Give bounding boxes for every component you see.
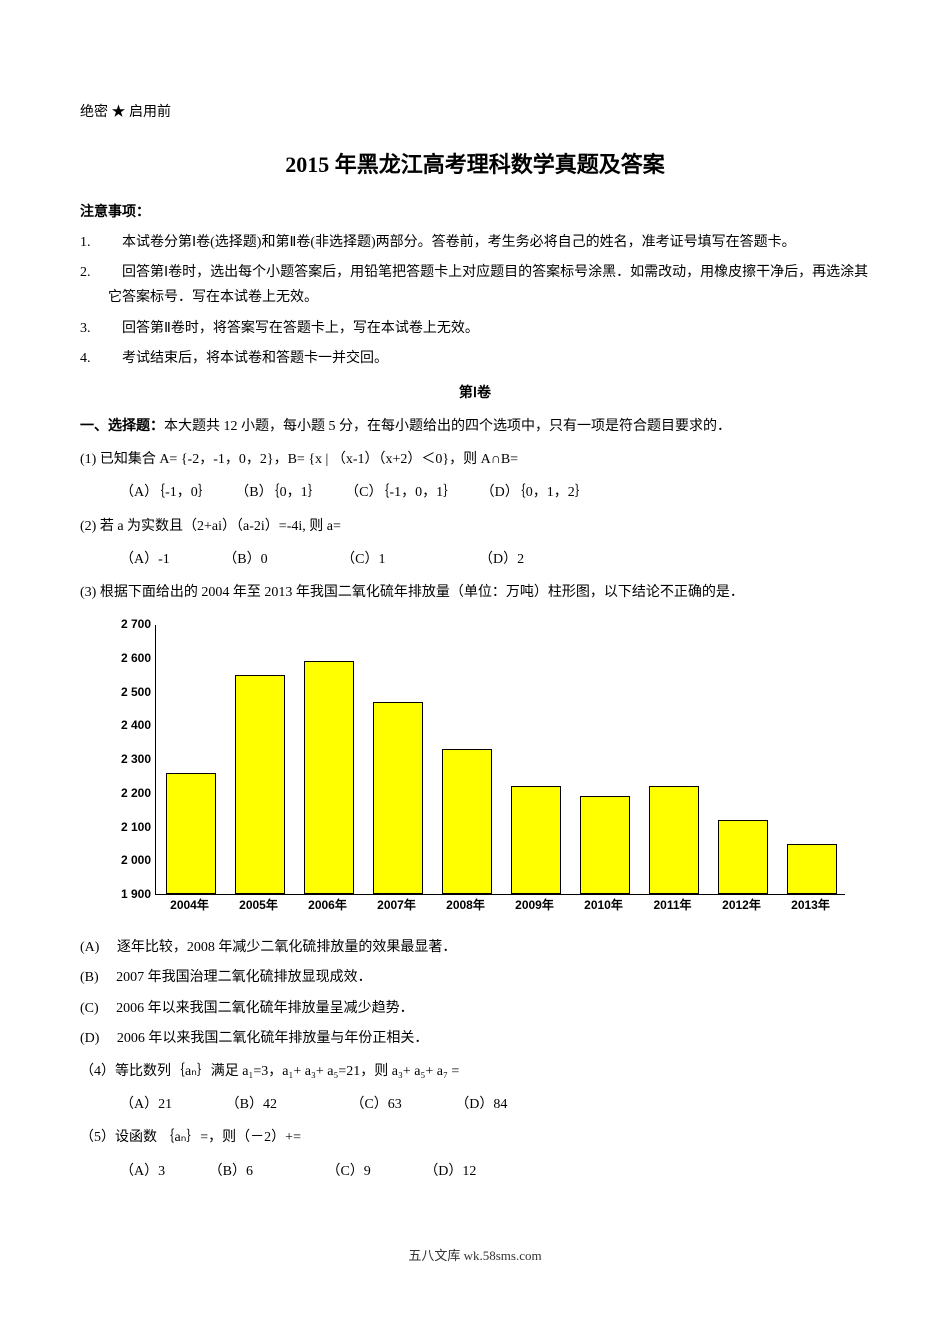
y-tick-label: 2 200 (106, 783, 151, 805)
x-tick-label: 2012年 (722, 895, 761, 917)
bar (718, 820, 768, 894)
question-2: (2) 若 a 为实数且（2+ai）（a-2i）=-4i, 则 a= (80, 514, 870, 539)
q4-opt-d: （D）84 (455, 1092, 507, 1117)
x-tick-label: 2006年 (308, 895, 347, 917)
notice-heading: 注意事项： (80, 200, 870, 225)
y-tick-label: 2 500 (106, 682, 151, 704)
question-5: （5）设函数 ｛aₙ｝=，则（－2）+= (80, 1125, 870, 1150)
q3-opt-b: (B) 2007 年我国治理二氧化硫排放显现成效． (80, 965, 870, 990)
bar (166, 773, 216, 895)
bar (580, 796, 630, 894)
q5-opt-d: （D）12 (424, 1159, 476, 1184)
x-tick-label: 2010年 (584, 895, 623, 917)
y-tick-label: 2 300 (106, 749, 151, 771)
chart-x-labels: 2004年 2005年 2006年 2007年 2008年 2009年 2010年 2011年… (155, 895, 845, 915)
bar (649, 786, 699, 894)
y-tick-label: 2 400 (106, 716, 151, 738)
q5-opt-c: （C）9 (326, 1159, 370, 1184)
x-tick-label: 2009年 (515, 895, 554, 917)
instruction-item: 4. 考试结束后，将本试卷和答题卡一并交回。 (80, 346, 870, 371)
question-4-options: （A）21 （B）42 （C）63 （D）84 (120, 1092, 870, 1117)
q2-opt-d: （D）2 (479, 547, 524, 572)
y-tick-label: 2 600 (106, 648, 151, 670)
q1-opt-a: （A）｛-1，0｝ (120, 480, 212, 505)
confidential-header: 绝密 ★ 启用前 (80, 100, 870, 125)
section-1-label: 一、选择题：本大题共 12 小题，每小题 5 分，在每小题给出的四个选项中，只有… (80, 414, 870, 439)
question-1-options: （A）｛-1，0｝ （B）｛0，1｝ （C）｛-1，0，1｝ （D）｛0，1，2… (120, 480, 870, 505)
q4-opt-b: （B）42 (226, 1092, 277, 1117)
bar (235, 675, 285, 894)
question-4: （4）等比数列｛aₙ｝满足 a₁=3，a₁+ a₃+ a₅=21，则 a₃+ a… (80, 1059, 870, 1084)
q4-opt-c: （C）63 (350, 1092, 401, 1117)
x-tick-label: 2005年 (239, 895, 278, 917)
instruction-item: 1. 本试卷分第Ⅰ卷(选择题)和第Ⅱ卷(非选择题)两部分。答卷前，考生务必将自己… (80, 230, 870, 255)
x-tick-label: 2007年 (377, 895, 416, 917)
question-5-options: （A）3 （B）6 （C）9 （D）12 (120, 1159, 870, 1184)
y-tick-label: 2 100 (106, 817, 151, 839)
bar (373, 702, 423, 894)
q1-opt-d: （D）｛0，1，2｝ (481, 480, 589, 505)
bar (787, 844, 837, 895)
instructions-list: 1. 本试卷分第Ⅰ卷(选择题)和第Ⅱ卷(非选择题)两部分。答卷前，考生务必将自己… (80, 230, 870, 371)
so2-bar-chart: 1 900 2 000 2 100 2 200 2 300 2 400 2 500 2 600… (100, 625, 850, 915)
bar (442, 749, 492, 894)
q3-opt-d: (D) 2006 年以来我国二氧化硫年排放量与年份正相关． (80, 1026, 870, 1051)
q4-opt-a: （A）21 (120, 1092, 172, 1117)
y-tick-label: 2 000 (106, 851, 151, 873)
bar (304, 661, 354, 894)
section-1-rest: 本大题共 12 小题，每小题 5 分，在每小题给出的四个选项中，只有一项是符合题… (164, 419, 731, 434)
chart-plot-area: 1 9002 0002 1002 2002 3002 4002 5002 600… (155, 625, 845, 895)
question-3: (3) 根据下面给出的 2004 年至 2013 年我国二氧化硫年排放量（单位：… (80, 580, 870, 605)
x-tick-label: 2008年 (446, 895, 485, 917)
question-2-options: （A）-1 （B）0 （C）1 （D）2 (120, 547, 870, 572)
question-1: (1) 已知集合 A= {-2，-1，0，2}，B= {x | （x-1）（x+… (80, 447, 870, 472)
instruction-item: 2. 回答第Ⅰ卷时，选出每个小题答案后，用铅笔把答题卡上对应题目的答案标号涂黑．… (80, 260, 870, 310)
q3-opt-a: (A) 逐年比较，2008 年减少二氧化硫排放量的效果最显著． (80, 935, 870, 960)
part-heading: 第Ⅰ卷 (80, 381, 870, 406)
bar (511, 786, 561, 894)
q5-opt-a: （A）3 (120, 1159, 165, 1184)
section-1-bold: 一、选择题： (80, 419, 164, 434)
q1-opt-b: （B）｛0，1｝ (235, 480, 321, 505)
q5-opt-b: （B）6 (209, 1159, 253, 1184)
page-footer: 五八文库 wk.58sms.com (80, 1244, 870, 1267)
x-tick-label: 2013年 (791, 895, 830, 917)
instruction-item: 3. 回答第Ⅱ卷时，将答案写在答题卡上，写在本试卷上无效。 (80, 316, 870, 341)
q1-opt-c: （C）｛-1，0，1｝ (345, 480, 457, 505)
q2-opt-a: （A）-1 (120, 547, 170, 572)
q3-opt-c: (C) 2006 年以来我国二氧化硫年排放量呈减少趋势． (80, 996, 870, 1021)
question-3-options: (A) 逐年比较，2008 年减少二氧化硫排放量的效果最显著． (B) 2007… (80, 935, 870, 1051)
q2-opt-b: （B）0 (223, 547, 267, 572)
x-tick-label: 2011年 (653, 895, 691, 917)
page-title: 2015 年黑龙江高考理科数学真题及答案 (80, 145, 870, 185)
x-tick-label: 2004年 (170, 895, 209, 917)
y-tick-label: 1 900 (106, 884, 151, 906)
y-tick-label: 2 700 (106, 614, 151, 636)
q2-opt-c: （C）1 (341, 547, 385, 572)
